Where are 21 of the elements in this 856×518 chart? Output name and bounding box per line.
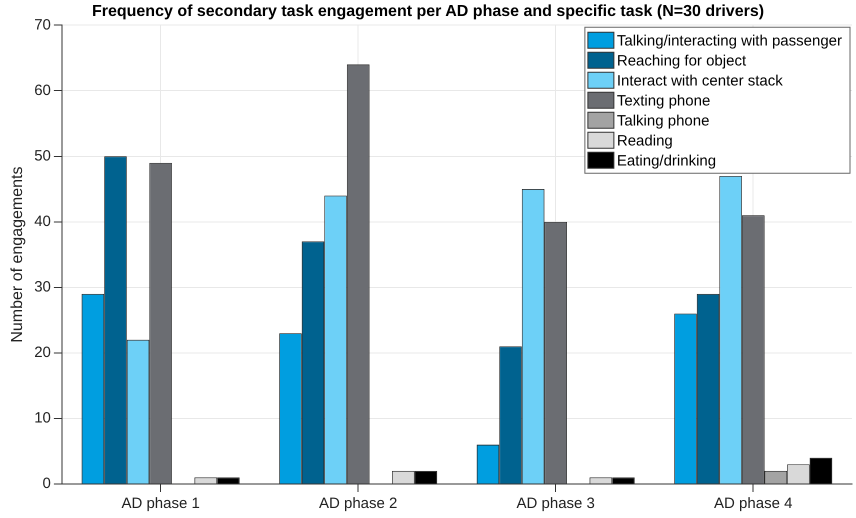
y-tick-label: 30 <box>34 278 51 296</box>
y-tick-label: 10 <box>34 410 51 427</box>
y-tick-label: 50 <box>34 147 51 164</box>
y-tick-label: 60 <box>34 82 51 99</box>
legend-label: Reaching for object <box>616 52 747 70</box>
x-tick-label: AD phase 1 <box>121 495 200 512</box>
legend-label: Interact with center stack <box>616 72 784 90</box>
legend-label: Talking phone <box>616 112 710 130</box>
x-tick-label: AD phase 3 <box>516 495 595 512</box>
y-tick-label: 20 <box>34 344 51 362</box>
legend-label: Texting phone <box>616 92 710 110</box>
chart-title: Frequency of secondary task engagement per AD phase and specific task (N=30 drivers) <box>92 3 764 20</box>
y-tick-label: 0 <box>42 475 51 492</box>
x-tick-label: AD phase 2 <box>318 495 398 512</box>
legend-label: Talking/interacting with passenger <box>616 32 842 50</box>
y-axis-title: Number of engagements <box>9 166 26 343</box>
x-tick-label: AD phase 4 <box>714 495 792 512</box>
y-tick-label: 40 <box>34 212 51 230</box>
legend-label: Reading <box>616 132 673 150</box>
y-tick-label: 70 <box>34 16 51 34</box>
legend-label: Eating/drinking <box>616 152 716 170</box>
